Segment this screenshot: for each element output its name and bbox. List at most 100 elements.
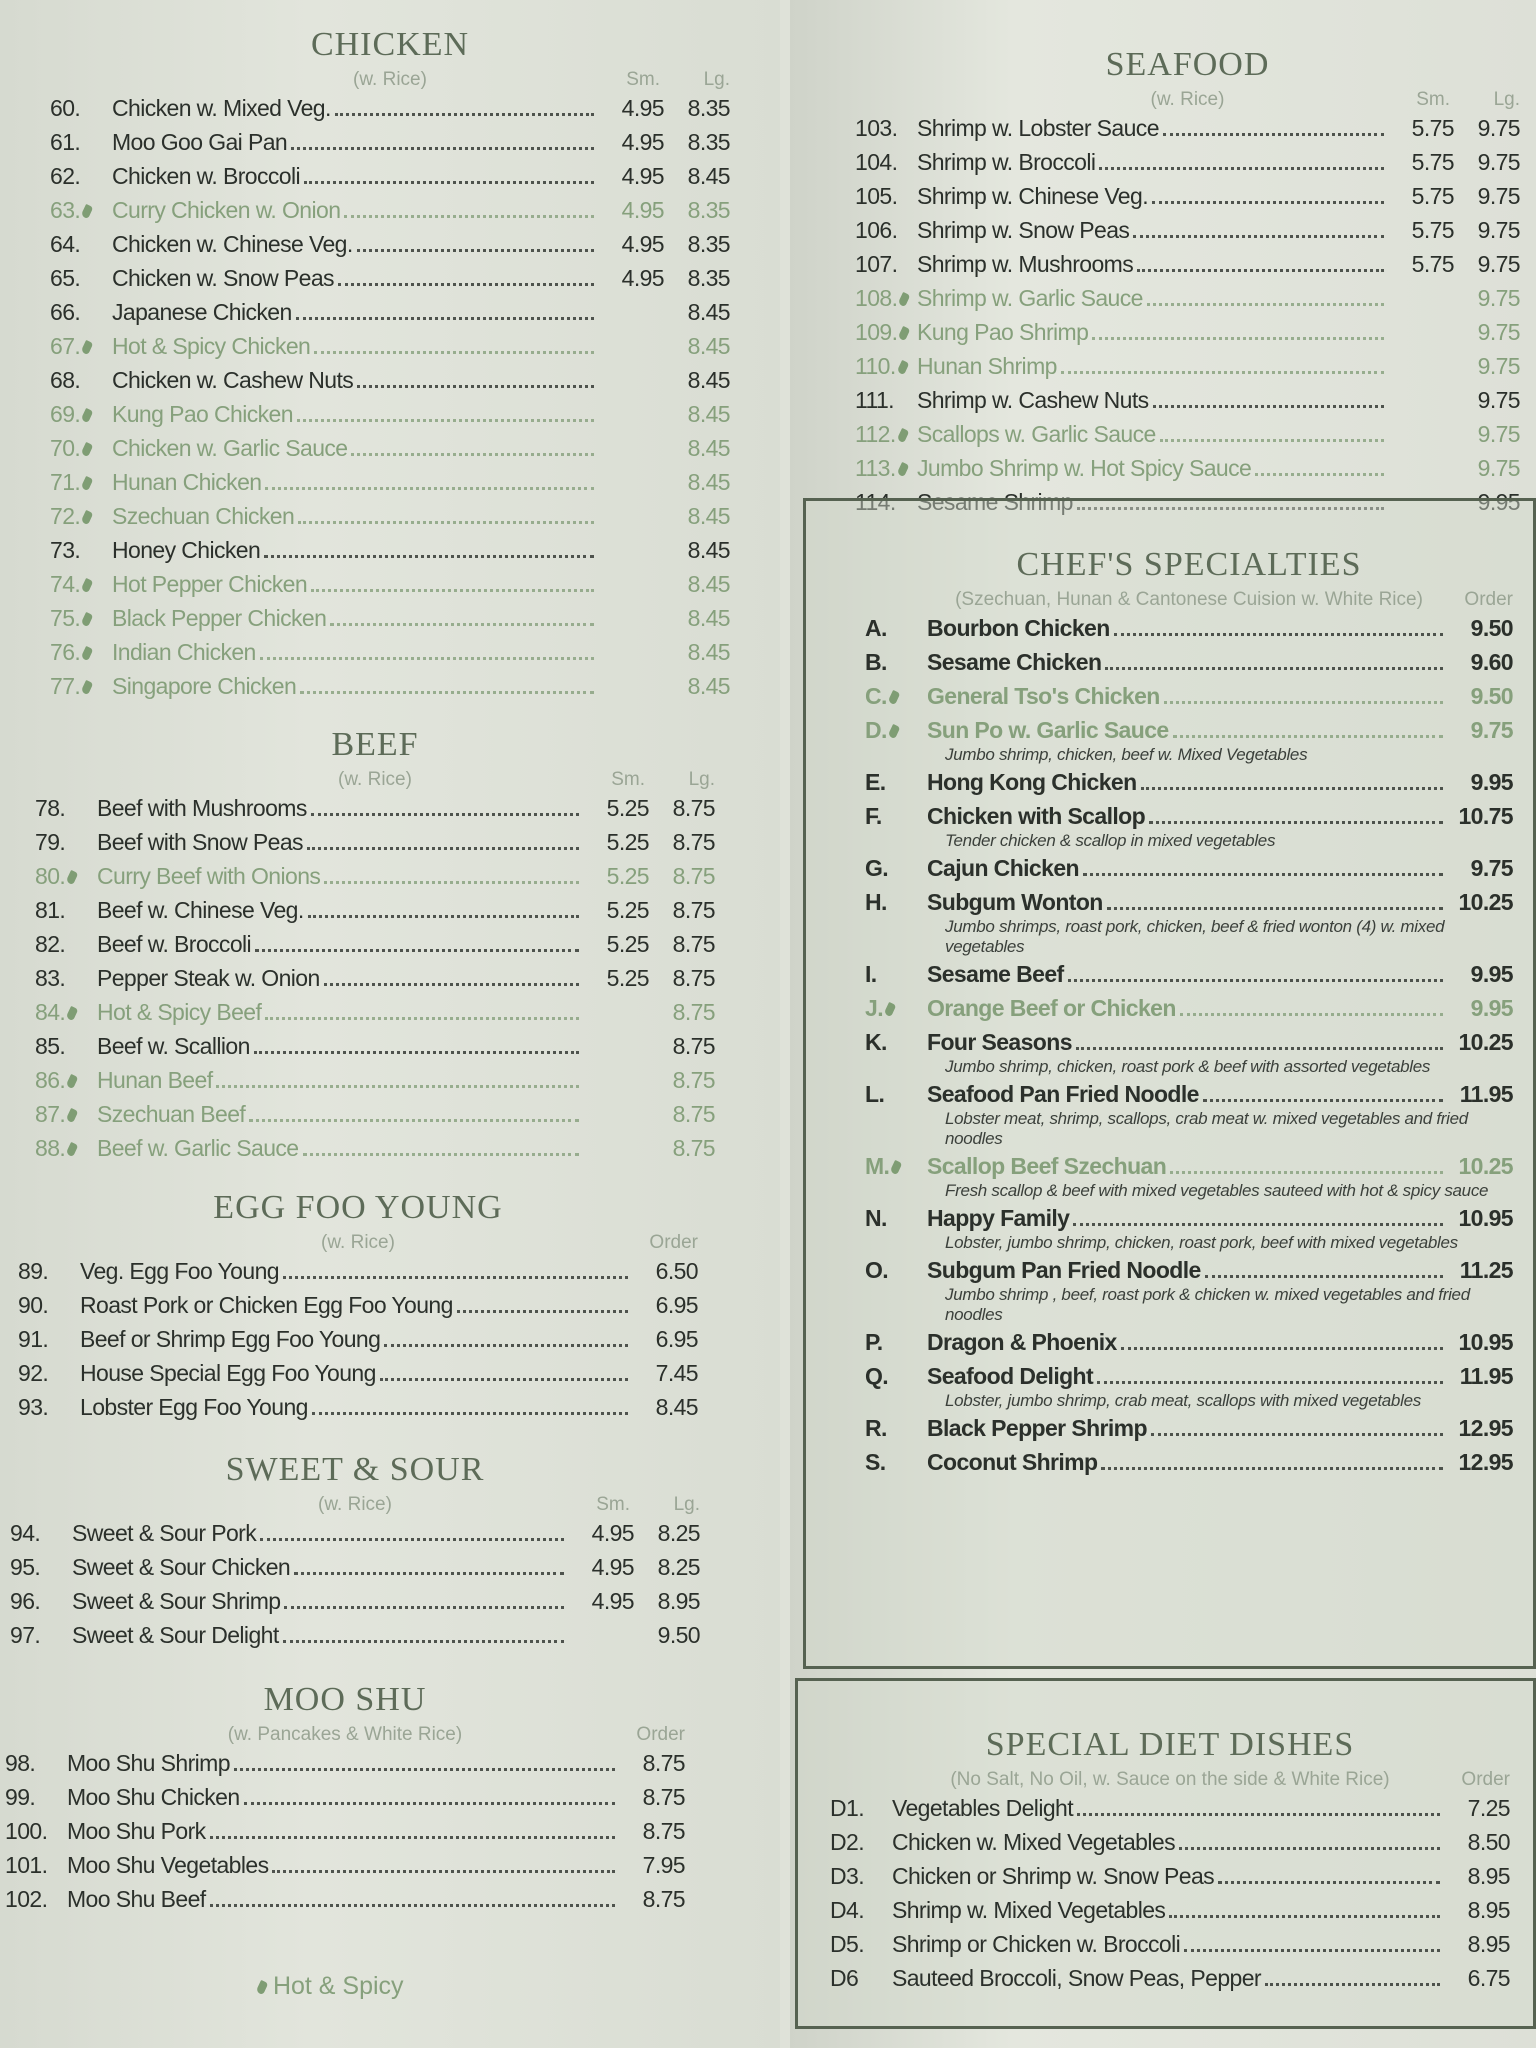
menu-item: 73. Honey Chicken 8.45 <box>50 537 731 571</box>
item-number: 84. <box>35 999 97 1026</box>
item-number: 69. <box>50 401 112 428</box>
item-name: Shrimp w. Chinese Veg. <box>917 183 1149 209</box>
item-number: Q. <box>865 1363 927 1390</box>
dot-leader <box>1120 1347 1443 1350</box>
price-large: 8.45 <box>687 163 731 189</box>
item-number-text: 106. <box>855 217 898 243</box>
dot-leader <box>294 1572 564 1575</box>
dot-leader <box>1113 633 1443 636</box>
item-name: Beef w. Chinese Veg. <box>97 897 304 923</box>
dot-leader <box>456 1310 628 1313</box>
menu-item: D2. Chicken w. Mixed Vegetables 8.50 <box>830 1829 1511 1863</box>
item-name: Shrimp w. Lobster Sauce <box>917 115 1159 141</box>
dot-leader <box>1204 1275 1443 1278</box>
menu-item: 94. Sweet & Sour Pork 4.95 8.25 <box>10 1520 701 1554</box>
menu-item: 71. Hunan Chicken 8.45 <box>50 469 731 503</box>
price-large: 8.45 <box>687 435 731 461</box>
dot-leader <box>323 983 579 986</box>
price-large: 8.45 <box>687 503 731 529</box>
price-large: 8.45 <box>687 571 731 597</box>
item-number: 76. <box>50 639 112 666</box>
item-number: 61. <box>50 129 112 156</box>
menu-item: D1. Vegetables Delight 7.25 <box>830 1795 1511 1829</box>
dot-leader <box>284 1606 564 1609</box>
price-large: 9.95 <box>1470 769 1514 795</box>
dot-leader <box>1101 1467 1443 1470</box>
item-number: 112. <box>855 421 917 448</box>
dot-leader <box>216 1085 579 1088</box>
dot-leader <box>302 1153 579 1156</box>
price-large: 9.60 <box>1470 649 1514 675</box>
dot-leader <box>282 1276 628 1279</box>
item-name: Chicken or Shrimp w. Snow Peas <box>892 1863 1215 1889</box>
item-number-text: 87. <box>35 1101 66 1127</box>
section-title: CHEF'S SPECIALTIES <box>1016 546 1362 583</box>
menu-item: 63. Curry Chicken w. Onion 4.95 8.35 <box>50 197 731 231</box>
pepper-icon <box>80 475 94 492</box>
menu-item: D5. Shrimp or Chicken w. Broccoli 8.95 <box>830 1931 1511 1965</box>
item-number-text: 60. <box>50 95 81 121</box>
item-number: R. <box>865 1415 927 1442</box>
price-large: 10.25 <box>1458 889 1513 915</box>
menu-item: R. Black Pepper Shrimp 12.95 <box>865 1415 1514 1449</box>
item-number: 99. <box>5 1784 67 1811</box>
item-number-text: 81. <box>35 897 66 923</box>
price-large: 8.95 <box>1467 1863 1511 1889</box>
item-number: S. <box>865 1449 927 1476</box>
item-number-text: 90. <box>18 1292 49 1318</box>
section-subtitle: (w. Pancakes & White Rice) Order <box>5 1720 685 1750</box>
menu-item: 110. Hunan Shrimp 9.75 <box>855 353 1521 387</box>
item-name: Beef w. Scallion <box>97 1033 250 1059</box>
dot-leader <box>1060 371 1384 374</box>
item-name: Four Seasons <box>927 1029 1073 1055</box>
item-number: D5. <box>830 1931 892 1958</box>
item-number: D1. <box>830 1795 892 1822</box>
item-description: Fresh scallop & beef with mixed vegetabl… <box>945 1181 1489 1200</box>
price-large: 8.45 <box>687 299 731 325</box>
item-name: Chicken w. Broccoli <box>112 163 301 189</box>
item-name: Chicken w. Cashew Nuts <box>112 367 354 393</box>
dot-leader <box>249 1119 579 1122</box>
menu-item: 74. Hot Pepper Chicken 8.45 <box>50 571 731 605</box>
dot-leader <box>1151 201 1384 204</box>
dot-leader <box>282 1640 564 1643</box>
item-number-text: 113. <box>855 455 896 481</box>
price-large: 8.75 <box>672 863 716 889</box>
item-number: P. <box>865 1329 927 1356</box>
dot-leader <box>1172 735 1443 738</box>
item-name: General Tso's Chicken <box>927 683 1160 709</box>
column-header-large: Lg. <box>673 1494 700 1515</box>
menu-item: 79. Beef with Snow Peas 5.25 8.75 <box>35 829 716 863</box>
item-number-text: D4. <box>830 1897 865 1923</box>
menu-item: D. Sun Po w. Garlic Sauce 9.75 <box>865 717 1514 751</box>
item-number-text: 97. <box>10 1622 41 1648</box>
item-number-text: D5. <box>830 1931 865 1957</box>
price-large: 8.75 <box>642 1818 686 1844</box>
menu-item: 61. Moo Goo Gai Pan 4.95 8.35 <box>50 129 731 163</box>
menu-item: 105. Shrimp w. Chinese Veg. 5.75 9.75 <box>855 183 1521 217</box>
dot-leader <box>304 181 594 184</box>
item-number: D4. <box>830 1897 892 1924</box>
price-large: 9.75 <box>1477 251 1521 277</box>
dot-leader <box>1152 405 1384 408</box>
price-large: 8.25 <box>657 1554 701 1580</box>
price-large: 8.75 <box>672 1033 716 1059</box>
item-number-text: 88. <box>35 1135 66 1161</box>
item-name: Szechuan Chicken <box>112 503 295 529</box>
item-description: Lobster, jumbo shrimp, chicken, roast po… <box>945 1233 1458 1252</box>
item-number-text: 85. <box>35 1033 66 1059</box>
item-name: Shrimp or Chicken w. Broccoli <box>892 1931 1181 1957</box>
pepper-icon <box>65 1107 79 1124</box>
dot-leader <box>344 215 594 218</box>
item-number: 86. <box>35 1067 97 1094</box>
menu-item: 78. Beef with Mushrooms 5.25 8.75 <box>35 795 716 829</box>
item-number: 60. <box>50 95 112 122</box>
item-name: Hot & Spicy Beef <box>97 999 262 1025</box>
menu-item: 91. Beef or Shrimp Egg Foo Young 6.95 <box>18 1326 699 1360</box>
menu-item: 109. Kung Pao Shrimp 9.75 <box>855 319 1521 353</box>
menu-item: 75. Black Pepper Chicken 8.45 <box>50 605 731 639</box>
item-number: 113. <box>855 455 917 482</box>
pepper-icon <box>80 339 94 356</box>
item-name: Shrimp w. Mixed Vegetables <box>892 1897 1166 1923</box>
column-header-small: Sm. <box>596 1494 630 1515</box>
